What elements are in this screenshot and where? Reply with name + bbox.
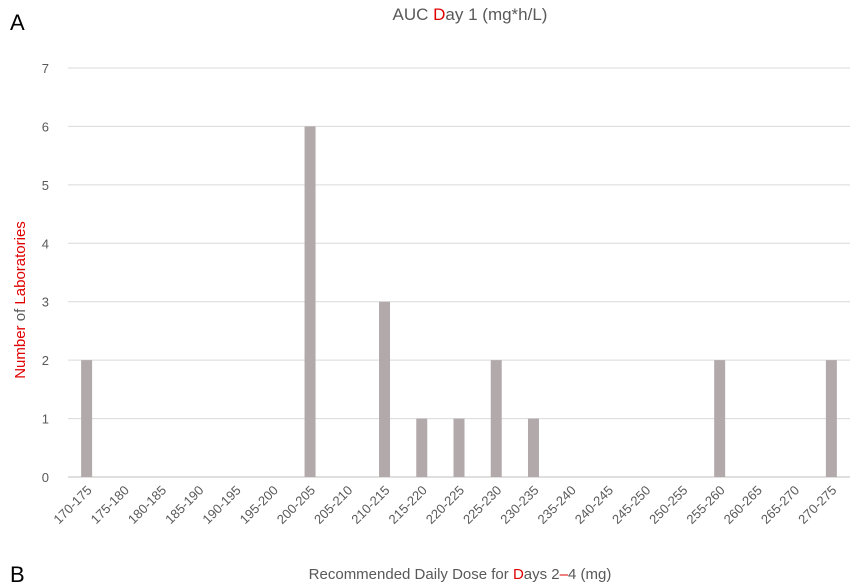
- bar: [81, 360, 93, 477]
- x-tick-label: 245-250: [609, 483, 653, 527]
- x-tick-label: 240-245: [572, 483, 616, 527]
- x-tick-label: 215-220: [386, 483, 430, 527]
- x-tick-label: 230-235: [497, 483, 541, 527]
- x-tick-label: 195-200: [237, 483, 281, 527]
- x-tick-label: 190-195: [199, 483, 243, 527]
- y-axis-ticks: 0 1 2 3 4 5 6 7: [42, 61, 49, 485]
- x-tick-label: 250-255: [646, 483, 690, 527]
- x-tick-label: 180-185: [125, 483, 169, 527]
- bar: [490, 360, 502, 477]
- y-tick-label: 4: [42, 236, 49, 251]
- x-tick-label: 225-230: [460, 483, 504, 527]
- panel-label-b: B: [10, 562, 25, 584]
- x-tick-label: 210-215: [348, 483, 392, 527]
- bar: [416, 418, 428, 477]
- x-tick-label: 170-175: [50, 483, 94, 527]
- x-tick-label: 205-210: [311, 483, 355, 527]
- y-tick-label: 0: [42, 470, 49, 485]
- x-tick-label: 185-190: [162, 483, 206, 527]
- panel-label-a: A: [10, 10, 25, 35]
- bar: [379, 301, 391, 477]
- x-tick-label: 260-265: [721, 483, 765, 527]
- x-tick-label: 220-225: [423, 483, 467, 527]
- y-tick-label: 7: [42, 61, 49, 76]
- y-tick-label: 2: [42, 353, 49, 368]
- bar: [825, 360, 837, 477]
- x-tick-label: 175-180: [88, 483, 132, 527]
- x-axis-ticks: 170-175175-180180-185185-190190-195195-2…: [50, 483, 839, 527]
- y-axis-label: Number of Laboratories: [12, 221, 29, 379]
- x-tick-label: 270-275: [795, 483, 839, 527]
- y-tick-label: 5: [42, 178, 49, 193]
- bar: [304, 126, 316, 477]
- bar: [714, 360, 726, 477]
- y-tick-label: 6: [42, 119, 49, 134]
- x-tick-label: 235-240: [534, 483, 578, 527]
- y-tick-label: 1: [42, 412, 49, 427]
- bar: [527, 418, 539, 477]
- x-tick-label: 255-260: [683, 483, 727, 527]
- chart-title: AUC Day 1 (mg*h/L): [393, 5, 548, 24]
- x-tick-label: 265-270: [758, 483, 802, 527]
- bar: [453, 418, 465, 477]
- y-tick-label: 3: [42, 295, 49, 310]
- bars: [81, 126, 837, 477]
- gridlines: [68, 67, 850, 478]
- x-axis-label: Recommended Daily Dose for Days 2–4 (mg): [309, 566, 612, 583]
- x-tick-label: 200-205: [274, 483, 318, 527]
